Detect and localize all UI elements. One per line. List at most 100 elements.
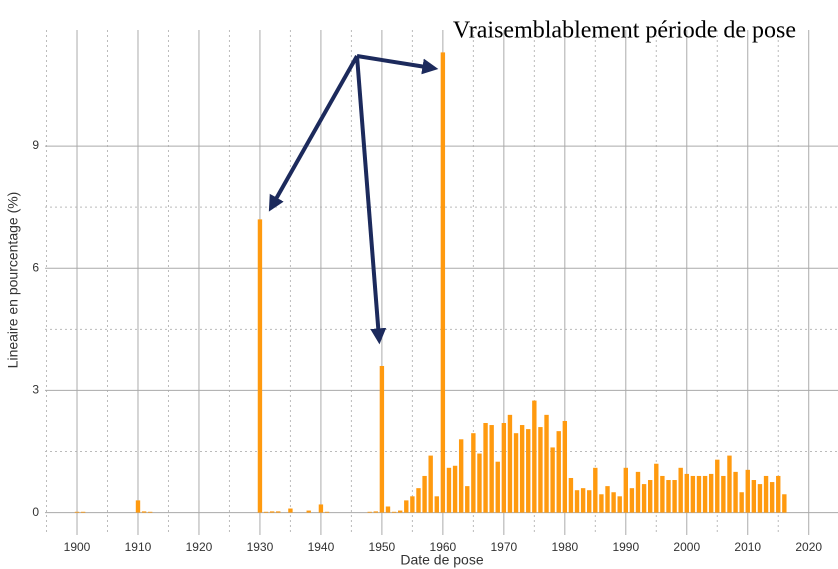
bar bbox=[404, 500, 409, 513]
bar bbox=[410, 496, 415, 513]
bar bbox=[465, 486, 470, 513]
x-tick-label: 1970 bbox=[490, 540, 517, 554]
bar bbox=[422, 475, 427, 513]
bar bbox=[751, 480, 757, 513]
bar bbox=[605, 486, 610, 513]
bars bbox=[74, 52, 787, 513]
bar bbox=[477, 453, 482, 513]
bar bbox=[708, 473, 714, 513]
bar bbox=[306, 510, 311, 513]
bar bbox=[611, 492, 616, 513]
bar bbox=[526, 429, 531, 513]
bar bbox=[74, 511, 80, 513]
bar bbox=[538, 427, 543, 513]
bar bbox=[757, 484, 763, 513]
bar bbox=[507, 414, 513, 513]
bar bbox=[519, 425, 525, 513]
bar bbox=[141, 511, 147, 513]
bar bbox=[672, 480, 677, 513]
bar bbox=[629, 488, 635, 513]
bar bbox=[288, 508, 293, 513]
y-tick-label: 3 bbox=[32, 383, 39, 397]
arrow bbox=[355, 55, 387, 345]
bar bbox=[562, 420, 568, 513]
bar bbox=[684, 473, 689, 513]
bar bbox=[660, 475, 665, 513]
y-tick-label: 6 bbox=[32, 260, 39, 274]
bar bbox=[458, 439, 464, 513]
bar bbox=[587, 490, 592, 513]
x-tick-label: 2010 bbox=[734, 540, 761, 554]
bar bbox=[647, 480, 653, 513]
bar bbox=[617, 496, 622, 513]
bar bbox=[574, 490, 580, 513]
bar bbox=[147, 511, 153, 513]
bar bbox=[690, 475, 696, 513]
bar bbox=[556, 431, 561, 513]
bar bbox=[269, 511, 275, 513]
bar bbox=[257, 219, 263, 513]
bar bbox=[489, 425, 494, 513]
bar bbox=[580, 488, 586, 513]
annotation: Vraisemblablement période de pose bbox=[453, 18, 796, 44]
bar bbox=[440, 52, 446, 513]
arrow bbox=[268, 55, 359, 212]
bar bbox=[654, 463, 659, 513]
bar bbox=[446, 467, 452, 513]
bar bbox=[367, 511, 372, 513]
bar bbox=[739, 492, 744, 513]
bar bbox=[80, 511, 86, 513]
bar bbox=[416, 488, 421, 513]
bar bbox=[513, 433, 519, 513]
bar bbox=[782, 494, 787, 513]
bar bbox=[318, 504, 324, 513]
bar bbox=[391, 511, 397, 513]
bar bbox=[276, 511, 281, 513]
bar bbox=[769, 482, 775, 513]
bar bbox=[696, 475, 702, 513]
bar bbox=[733, 471, 738, 513]
bar bbox=[776, 475, 781, 513]
bar bbox=[678, 467, 683, 513]
bar bbox=[599, 494, 604, 513]
x-tick-label: 1940 bbox=[308, 540, 335, 554]
bar bbox=[379, 365, 385, 513]
bar bbox=[324, 511, 330, 513]
bar bbox=[428, 455, 433, 513]
bar bbox=[532, 400, 537, 513]
bar bbox=[763, 475, 769, 513]
bar bbox=[721, 475, 726, 513]
x-tick-label: 1900 bbox=[64, 540, 91, 554]
bar bbox=[373, 511, 378, 513]
bar bbox=[385, 506, 391, 513]
bar bbox=[483, 423, 488, 513]
bar bbox=[471, 433, 476, 513]
bar bbox=[452, 465, 458, 513]
bar bbox=[135, 500, 141, 513]
y-tick-label: 9 bbox=[32, 138, 39, 152]
bar bbox=[501, 423, 507, 513]
bar bbox=[397, 510, 403, 513]
bar bbox=[263, 511, 269, 513]
x-tick-label: 1950 bbox=[369, 540, 396, 554]
bar bbox=[623, 467, 628, 513]
x-tick-label: 2000 bbox=[673, 540, 700, 554]
bar bbox=[715, 459, 720, 513]
arrow bbox=[356, 54, 439, 75]
x-tick-label: 1990 bbox=[612, 540, 639, 554]
bar bbox=[641, 484, 647, 513]
x-tick-label: 2020 bbox=[795, 540, 822, 554]
bar bbox=[702, 475, 708, 513]
y-tick-label: 0 bbox=[32, 505, 39, 519]
bar bbox=[434, 496, 439, 513]
x-tick-label: 1980 bbox=[551, 540, 578, 554]
bar bbox=[568, 477, 574, 513]
x-tick-label: 1960 bbox=[430, 540, 457, 554]
y-axis-label: Lineaire en pourcentage (%) bbox=[5, 192, 21, 369]
x-tick-label: 1920 bbox=[186, 540, 213, 554]
x-tick-label: 1930 bbox=[247, 540, 274, 554]
bar bbox=[727, 455, 732, 513]
bar bbox=[495, 461, 500, 513]
bar bbox=[544, 414, 549, 513]
bar bbox=[666, 480, 671, 513]
